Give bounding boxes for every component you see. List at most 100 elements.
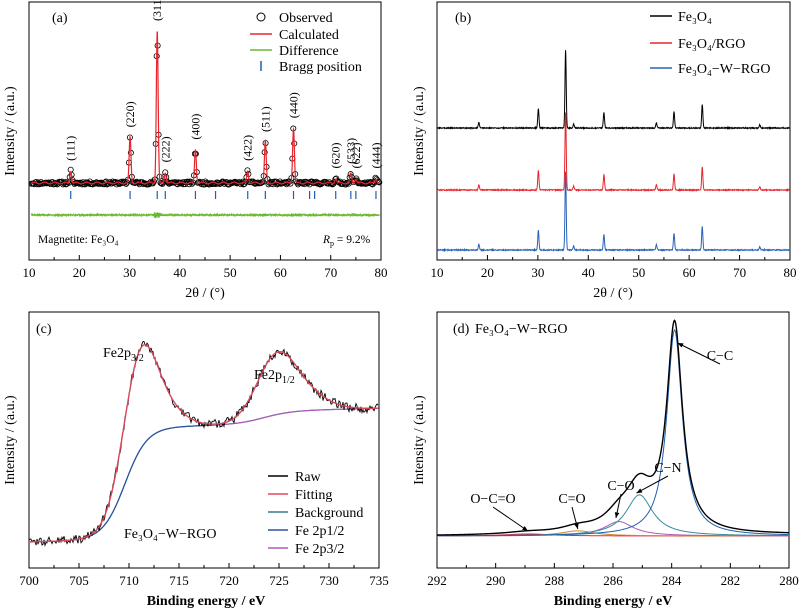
panel-b-x-title: 2θ / (°) <box>593 286 633 301</box>
panel-b-series <box>436 50 791 253</box>
panel-c-x-tick-label: 705 <box>69 573 89 588</box>
component-label: C−N <box>654 461 681 476</box>
panel-b-letter: (b) <box>455 11 472 26</box>
hkl-label: (511) <box>258 106 272 132</box>
hkl-label: (222) <box>158 136 172 162</box>
panel-a-rp-note: Rp = 9.2% <box>322 234 371 248</box>
panel-a-bragg-ticks <box>70 191 377 199</box>
component-label: C=O <box>558 492 585 507</box>
panel-a-x-tick-label: 70 <box>324 265 337 280</box>
difference-line <box>31 211 380 219</box>
rp-symbol: R <box>322 234 330 246</box>
panel-a-x-tick-label: 10 <box>23 265 36 280</box>
observed-point <box>130 179 137 186</box>
observed-point <box>342 181 349 188</box>
panel-a-x-tick-label: 50 <box>224 265 237 280</box>
panel-a-peak-labels: (111) (220) (311) (222) (400) (422)(511) (440)… <box>64 0 383 168</box>
panel-a-x-axis: 10 20 30 40 50 60 70 80 <box>23 255 388 280</box>
panel-c-x-tick-label: 715 <box>169 573 189 588</box>
series-line <box>436 112 791 193</box>
observed-point <box>273 178 280 185</box>
component-arrowhead <box>677 343 684 348</box>
panel-b-legend: Fe₃O₄ Fe₃O₄/RGO Fe₃O₄−W−RGO <box>650 10 770 77</box>
panel-a-calculated-curve <box>31 31 380 185</box>
panel-a-difference-curve <box>31 211 380 219</box>
panel-d-x-axis: 292 290 288 286 284 282 280 <box>427 563 799 588</box>
panel-b-x-tick-label: 10 <box>431 265 444 280</box>
panel-c-x-tick-label: 710 <box>119 573 139 588</box>
panel-d-sample-label: Fe₃O₄−W−RGO <box>475 322 567 337</box>
legend-bragg-label: Bragg position <box>279 60 362 75</box>
component-arrowhead <box>614 512 620 518</box>
observed-point <box>59 178 66 185</box>
hkl-label: (622) <box>349 142 363 168</box>
observed-point <box>368 180 375 187</box>
legend-fe3o4-w-rgo-label: Fe₃O₄−W−RGO <box>678 62 770 77</box>
panel-b-x-tick-label: 50 <box>632 265 645 280</box>
rp-value: = 9.2% <box>334 234 371 246</box>
legend-observed-label: Observed <box>279 11 333 26</box>
legend-fe3o4-label: Fe₃O₄ <box>678 10 712 25</box>
panel-c-x-title: Binding energy / eV <box>147 594 266 609</box>
panel-a-y-title: Intensity / (a.u.) <box>3 86 18 176</box>
panel-c-x-axis: 700 705 710 715 720 725 730 735 <box>19 563 389 588</box>
component-arrowhead <box>574 523 579 529</box>
panel-b-x-tick-label: 80 <box>784 265 797 280</box>
panel-d-x-tick-label: 280 <box>779 573 799 588</box>
panel-a-x-tick-label: 40 <box>173 265 186 280</box>
panel-c-x-tick-label: 700 <box>19 573 39 588</box>
panel-b-x-tick-label: 20 <box>481 265 494 280</box>
legend-difference-label: Difference <box>279 44 339 59</box>
peak-label-fe2p12: Fe2p1/2 <box>254 368 295 386</box>
panel-d-series <box>436 319 790 537</box>
panel-d-frame <box>436 311 790 569</box>
panel-a-letter: (a) <box>52 11 68 26</box>
hkl-label: (111) <box>64 136 78 161</box>
panel-a-x-tick-label: 80 <box>375 265 388 280</box>
calculated-line <box>31 31 380 185</box>
observed-point <box>333 175 340 182</box>
series-line <box>436 171 791 253</box>
panel-d-component-labels: C−C C−N C−O C=O O−C=O <box>470 342 734 532</box>
observed-point <box>189 180 196 187</box>
panel-b-y-title: Intensity / (a.u.) <box>412 86 427 176</box>
panel-a-x-tick-label: 30 <box>123 265 136 280</box>
component-arrowhead <box>636 488 643 494</box>
hkl-label: (533) <box>344 138 358 164</box>
panel-b-x-tick-label: 60 <box>683 265 696 280</box>
panel-a-phase-note: Magnetite: Fe₃O₄ <box>38 234 119 246</box>
hkl-label: (220) <box>123 101 137 127</box>
legend-fe2p32-label: Fe 2p3/2 <box>295 542 344 557</box>
panel-c-y-title: Intensity / (a.u.) <box>3 395 18 485</box>
panel-c-legend: Raw Fitting Background Fe 2p1/2 Fe 2p3/2 <box>268 470 363 557</box>
panel-d-x-tick-label: 282 <box>721 573 741 588</box>
background-line <box>28 407 379 543</box>
legend-calculated-label: Calculated <box>279 28 339 43</box>
component-label: C−O <box>607 479 634 494</box>
legend-fe2p12-label: Fe 2p1/2 <box>295 524 344 539</box>
observed-point <box>71 181 78 188</box>
panel-c: (c) 700 705 710 715 720 725 730 735 Binding ene… <box>3 311 389 609</box>
raw-line <box>28 341 379 548</box>
panel-b-x-tick-label: 70 <box>733 265 746 280</box>
envelope-line <box>436 319 790 536</box>
component-line <box>437 329 790 537</box>
panel-d-x-tick-label: 288 <box>545 573 565 588</box>
component-label: O−C=O <box>470 492 515 507</box>
panel-c-x-tick-label: 735 <box>369 573 389 588</box>
observed-point <box>238 179 245 186</box>
component-label: C−C <box>707 349 734 364</box>
panel-c-x-tick-label: 720 <box>219 573 239 588</box>
panel-b-x-axis: 10 20 30 40 50 60 70 80 <box>431 255 797 280</box>
panel-d-letter: (d) <box>453 322 470 337</box>
series-line <box>436 50 791 131</box>
panel-c-series <box>28 341 379 548</box>
legend-fe3o4-rgo-label: Fe₃O₄/RGO <box>678 37 745 52</box>
panel-d: (d) Fe₃O₄−W−RGO 292 290 288 286 284 282 280 Bi… <box>412 311 799 609</box>
rp-subscript: p <box>330 239 334 248</box>
panel-c-sample-label: Fe₃O₄−W−RGO <box>124 527 216 542</box>
legend-fitting-label: Fitting <box>295 488 332 503</box>
observed-point <box>124 179 131 186</box>
panel-c-letter: (c) <box>36 322 52 337</box>
